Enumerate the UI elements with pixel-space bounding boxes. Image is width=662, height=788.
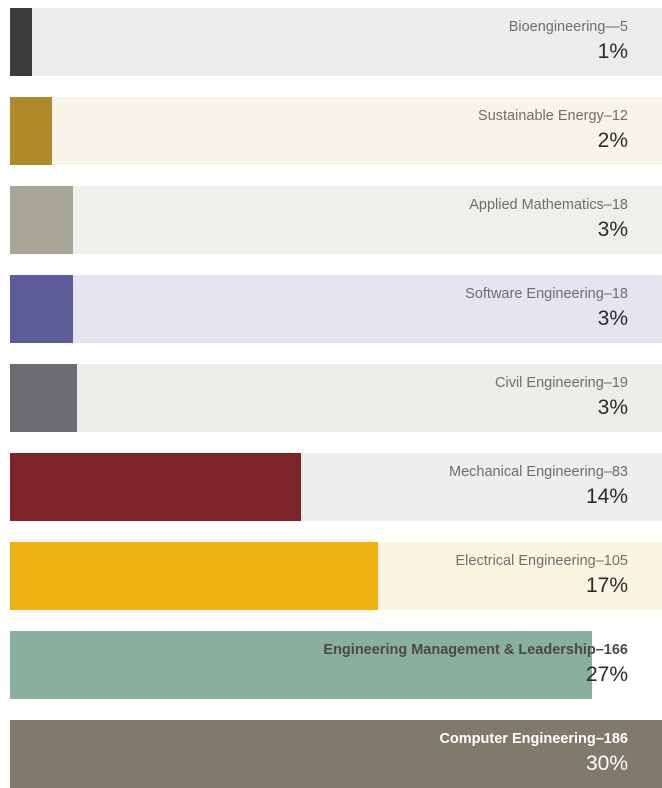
bar-track bbox=[10, 8, 662, 76]
bar-track bbox=[10, 186, 662, 254]
bar-text: Computer Engineering–186 30% bbox=[439, 729, 628, 777]
horizontal-bar-chart: Bioengineering—5 1% Sustainable Energy–12 2… bbox=[10, 8, 662, 788]
bar bbox=[10, 364, 77, 432]
bar-text: Engineering Management & Leadership–166 2… bbox=[323, 640, 628, 688]
bar-percent: 14% bbox=[585, 485, 628, 508]
bar-row: Mechanical Engineering–83 14% bbox=[10, 453, 662, 521]
bar bbox=[10, 453, 301, 521]
bar bbox=[10, 8, 32, 76]
bar-percent: 17% bbox=[585, 574, 628, 597]
bar-row: Engineering Management & Leadership–166 2… bbox=[10, 631, 662, 699]
bar-percent: 3% bbox=[597, 307, 628, 330]
bar-percent: 3% bbox=[597, 218, 628, 241]
bar-percent: 27% bbox=[585, 663, 628, 686]
bar-row: Electrical Engineering–105 17% bbox=[10, 542, 662, 610]
bar-row: Applied Mathematics–18 3% bbox=[10, 186, 662, 254]
bar-text: Software Engineering–18 3% bbox=[465, 284, 628, 332]
bar-percent: 2% bbox=[597, 129, 628, 152]
bar-text: Electrical Engineering–105 17% bbox=[456, 551, 629, 599]
bar-label: Mechanical Engineering–83 bbox=[449, 464, 628, 480]
bar-label: Software Engineering–18 bbox=[465, 286, 628, 302]
bar-track bbox=[10, 97, 662, 165]
bar-label: Civil Engineering–19 bbox=[495, 375, 628, 391]
bar-text: Sustainable Energy–12 2% bbox=[478, 106, 628, 154]
bar-row: Bioengineering—5 1% bbox=[10, 8, 662, 76]
bar bbox=[10, 97, 53, 165]
bar-percent: 30% bbox=[585, 752, 628, 775]
bar bbox=[10, 275, 74, 343]
bar-text: Mechanical Engineering–83 14% bbox=[449, 462, 628, 510]
bar-percent: 1% bbox=[597, 40, 628, 63]
bar-track bbox=[10, 275, 662, 343]
bar-label: Computer Engineering–186 bbox=[439, 731, 628, 747]
bar-row: Civil Engineering–19 3% bbox=[10, 364, 662, 432]
bar-label: Engineering Management & Leadership–166 bbox=[323, 642, 628, 658]
bar-percent: 3% bbox=[597, 396, 628, 419]
bar-label: Bioengineering—5 bbox=[508, 19, 628, 35]
bar-label: Sustainable Energy–12 bbox=[478, 108, 628, 124]
bar-row: Software Engineering–18 3% bbox=[10, 275, 662, 343]
bar bbox=[10, 186, 74, 254]
bar-label: Electrical Engineering–105 bbox=[455, 553, 629, 569]
bar bbox=[10, 631, 592, 699]
bar-track bbox=[10, 364, 662, 432]
bar-row: Computer Engineering–186 30% bbox=[10, 720, 662, 788]
bar-text: Applied Mathematics–18 3% bbox=[469, 195, 628, 243]
bar-label: Applied Mathematics–18 bbox=[469, 197, 628, 213]
bar-row: Sustainable Energy–12 2% bbox=[10, 97, 662, 165]
bar-text: Civil Engineering–19 3% bbox=[495, 373, 628, 421]
bar bbox=[10, 542, 379, 610]
bar-text: Bioengineering—5 1% bbox=[509, 17, 628, 65]
